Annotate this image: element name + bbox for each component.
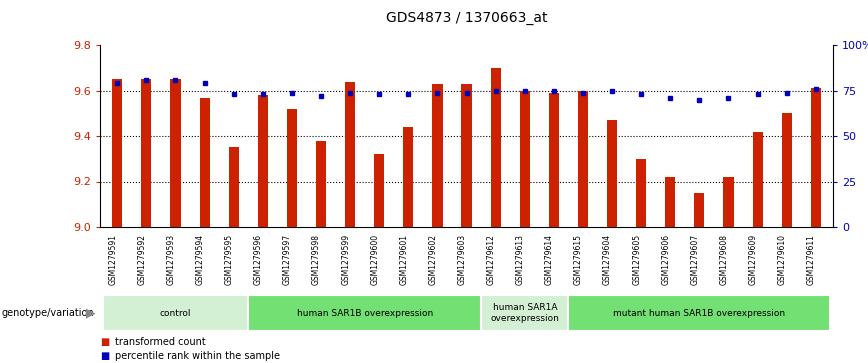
Bar: [112, 79, 122, 227]
Bar: [781, 113, 792, 227]
Text: transformed count: transformed count: [115, 337, 207, 347]
Text: GSM1279594: GSM1279594: [195, 234, 205, 285]
Text: ■: ■: [100, 337, 109, 347]
Bar: [636, 159, 647, 227]
Bar: [102, 295, 248, 331]
Text: GSM1279597: GSM1279597: [283, 234, 292, 285]
Bar: [462, 84, 471, 227]
Text: GSM1279610: GSM1279610: [778, 234, 786, 285]
Text: percentile rank within the sample: percentile rank within the sample: [115, 351, 280, 361]
Text: GSM1279605: GSM1279605: [632, 234, 641, 285]
Bar: [520, 91, 529, 227]
Text: control: control: [160, 309, 191, 318]
Text: mutant human SAR1B overexpression: mutant human SAR1B overexpression: [614, 309, 786, 318]
Bar: [228, 147, 239, 227]
Bar: [665, 177, 675, 227]
Text: GSM1279593: GSM1279593: [167, 234, 175, 285]
Bar: [316, 140, 326, 227]
Bar: [569, 295, 831, 331]
Bar: [723, 177, 733, 227]
Bar: [578, 91, 588, 227]
Bar: [753, 131, 763, 227]
Bar: [811, 89, 821, 227]
Bar: [490, 68, 501, 227]
Bar: [141, 79, 152, 227]
Text: GSM1279608: GSM1279608: [720, 234, 728, 285]
Text: GSM1279614: GSM1279614: [545, 234, 554, 285]
Text: GSM1279599: GSM1279599: [341, 234, 350, 285]
Bar: [248, 295, 481, 331]
Bar: [170, 79, 181, 227]
Text: GSM1279609: GSM1279609: [748, 234, 758, 285]
Text: GSM1279592: GSM1279592: [137, 234, 147, 285]
Text: GSM1279611: GSM1279611: [807, 234, 816, 285]
Bar: [549, 93, 559, 227]
Text: human SAR1A
overexpression: human SAR1A overexpression: [490, 303, 559, 323]
Text: GSM1279606: GSM1279606: [661, 234, 670, 285]
Text: GSM1279602: GSM1279602: [429, 234, 437, 285]
Text: genotype/variation: genotype/variation: [2, 308, 95, 318]
Text: GSM1279607: GSM1279607: [690, 234, 700, 285]
Text: GSM1279613: GSM1279613: [516, 234, 525, 285]
Text: ■: ■: [100, 351, 109, 361]
Text: GSM1279612: GSM1279612: [487, 234, 496, 285]
Bar: [404, 127, 413, 227]
Bar: [374, 154, 385, 227]
Text: ▶: ▶: [86, 307, 96, 319]
Bar: [286, 109, 297, 227]
Text: GSM1279596: GSM1279596: [253, 234, 263, 285]
Bar: [200, 98, 210, 227]
Text: GSM1279615: GSM1279615: [574, 234, 583, 285]
Text: GDS4873 / 1370663_at: GDS4873 / 1370663_at: [385, 11, 548, 25]
Text: GSM1279601: GSM1279601: [399, 234, 408, 285]
Text: GSM1279598: GSM1279598: [312, 234, 321, 285]
Bar: [481, 295, 569, 331]
Bar: [694, 193, 705, 227]
Text: GSM1279600: GSM1279600: [371, 234, 379, 285]
Text: GSM1279591: GSM1279591: [108, 234, 117, 285]
Bar: [258, 95, 268, 227]
Text: GSM1279604: GSM1279604: [603, 234, 612, 285]
Text: GSM1279595: GSM1279595: [225, 234, 233, 285]
Text: human SAR1B overexpression: human SAR1B overexpression: [297, 309, 433, 318]
Bar: [432, 84, 443, 227]
Bar: [607, 120, 617, 227]
Text: GSM1279603: GSM1279603: [457, 234, 467, 285]
Bar: [345, 82, 355, 227]
